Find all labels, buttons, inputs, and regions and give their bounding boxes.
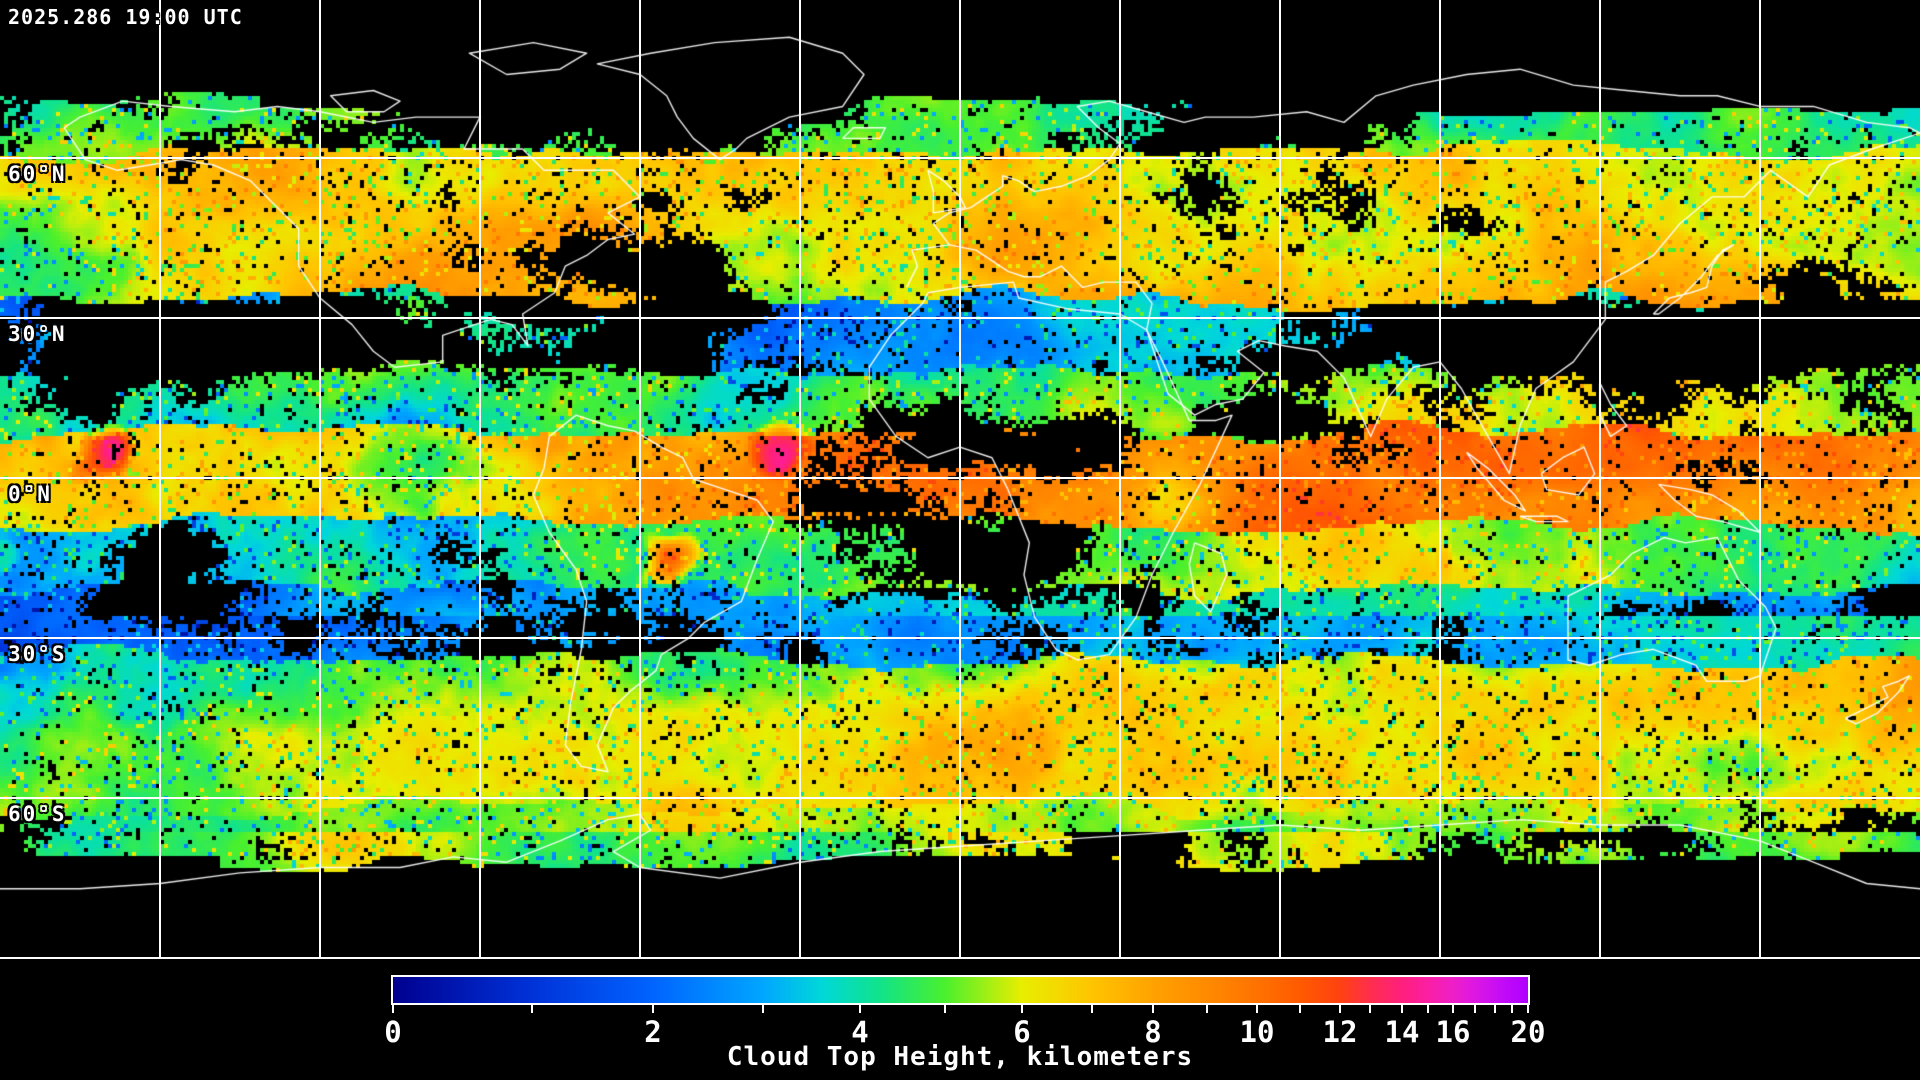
colorbar-tick bbox=[392, 1003, 394, 1013]
colorbar-tick bbox=[1206, 1003, 1208, 1013]
colorbar-tick bbox=[1511, 1003, 1513, 1013]
grid-parallel bbox=[0, 477, 1920, 479]
colorbar-tick bbox=[1091, 1003, 1093, 1013]
colorbar-tick-label: 16 bbox=[1435, 1015, 1471, 1049]
latitude-label: 60°N bbox=[8, 162, 67, 186]
colorbar-tick bbox=[1256, 1003, 1258, 1013]
colorbar-tick-label: 4 bbox=[851, 1015, 869, 1049]
grid-parallel bbox=[0, 157, 1920, 159]
colorbar-tick-label: 10 bbox=[1239, 1015, 1275, 1049]
colorbar-gradient bbox=[391, 975, 1530, 1005]
map-bottom-border bbox=[0, 957, 1920, 959]
colorbar-tick-label: 6 bbox=[1013, 1015, 1031, 1049]
colorbar-tick bbox=[1427, 1003, 1429, 1013]
colorbar-tick-label: 8 bbox=[1144, 1015, 1162, 1049]
colorbar-tick bbox=[1021, 1003, 1023, 1013]
colorbar-tick bbox=[762, 1003, 764, 1013]
colorbar-tick-label: 2 bbox=[644, 1015, 662, 1049]
colorbar-tick bbox=[1401, 1003, 1403, 1013]
latitude-label: 30°S bbox=[8, 642, 67, 666]
colorbar-tick bbox=[1474, 1003, 1476, 1013]
grid-meridian bbox=[1119, 0, 1121, 958]
colorbar-tick-label: 20 bbox=[1510, 1015, 1546, 1049]
colorbar-tick bbox=[1339, 1003, 1341, 1013]
colorbar-title: Cloud Top Height, kilometers bbox=[726, 1042, 1194, 1072]
grid-meridian bbox=[959, 0, 961, 958]
grid-meridian bbox=[1759, 0, 1761, 958]
colorbar-tick bbox=[1152, 1003, 1154, 1013]
grid-meridian bbox=[319, 0, 321, 958]
latitude-label: 60°S bbox=[8, 802, 67, 826]
grid-meridian bbox=[159, 0, 161, 958]
latitude-label: 0°N bbox=[8, 482, 52, 506]
grid-parallel bbox=[0, 797, 1920, 799]
colorbar-tick-label: 0 bbox=[384, 1015, 402, 1049]
colorbar-tick-label: 12 bbox=[1322, 1015, 1358, 1049]
colorbar-tick bbox=[1494, 1003, 1496, 1013]
colorbar-tick bbox=[531, 1003, 533, 1013]
colorbar-tick bbox=[1527, 1003, 1529, 1013]
grid-meridian bbox=[799, 0, 801, 958]
colorbar-tick bbox=[1299, 1003, 1301, 1013]
colorbar-tick bbox=[944, 1003, 946, 1013]
latitude-label: 30°N bbox=[8, 322, 67, 346]
grid-meridian bbox=[1279, 0, 1281, 958]
grid-parallel bbox=[0, 637, 1920, 639]
colorbar-tick-label: 14 bbox=[1384, 1015, 1420, 1049]
colorbar-tick bbox=[652, 1003, 654, 1013]
colorbar-tick bbox=[1452, 1003, 1454, 1013]
timestamp: 2025.286 19:00 UTC bbox=[8, 5, 243, 29]
grid-meridian bbox=[479, 0, 481, 958]
colorbar-tick bbox=[859, 1003, 861, 1013]
grid-meridian bbox=[639, 0, 641, 958]
grid-meridian bbox=[1599, 0, 1601, 958]
grid-parallel bbox=[0, 317, 1920, 319]
grid-meridian bbox=[1439, 0, 1441, 958]
colorbar-tick bbox=[1369, 1003, 1371, 1013]
